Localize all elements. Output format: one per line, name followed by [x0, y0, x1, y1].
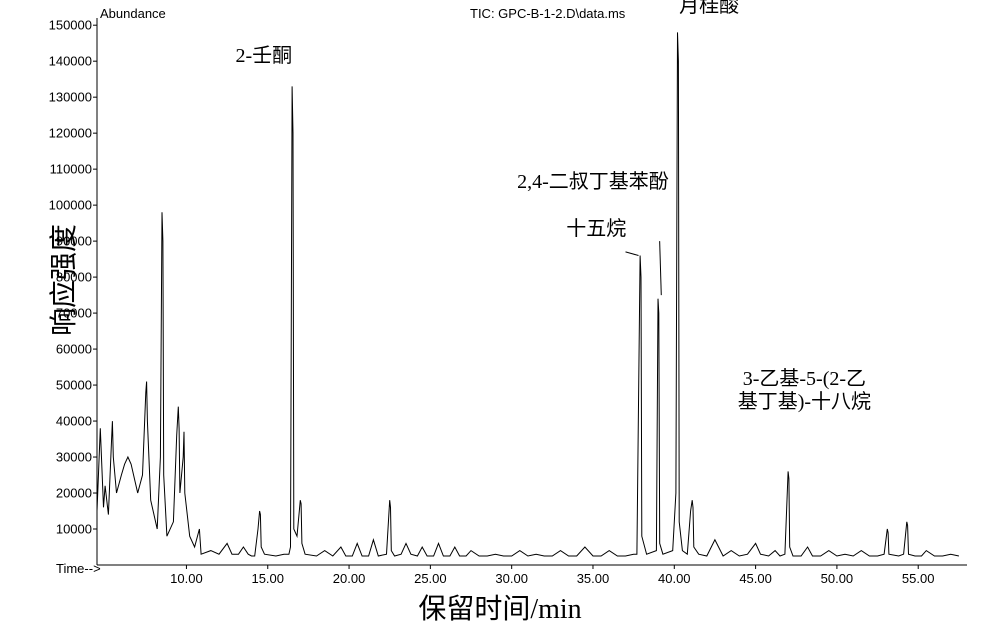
y-tick-label: 110000 [50, 162, 92, 177]
y-tick-label: 140000 [49, 54, 92, 69]
x-tick-label: 20.00 [333, 571, 366, 586]
y-tick-label: 50000 [56, 378, 92, 393]
x-tick-label: 50.00 [821, 571, 854, 586]
x-tick-label: 40.00 [658, 571, 691, 586]
y-tick-label: 40000 [56, 414, 92, 429]
x-tick-label: 45.00 [739, 571, 772, 586]
x-tick-label: 30.00 [495, 571, 528, 586]
peak-label: 2,4-二叔丁基苯酚 [517, 171, 669, 194]
y-tick-label: 130000 [49, 90, 92, 105]
y-tick-label: 100000 [49, 198, 92, 213]
y-tick-label: 60000 [56, 342, 92, 357]
peak-label: 2-壬酮 [235, 45, 292, 68]
y-tick-label: 10000 [56, 522, 92, 537]
y-tick-label: 70000 [56, 306, 92, 321]
chromatogram-svg [0, 0, 1000, 629]
y-tick-label: 80000 [56, 270, 92, 285]
y-tick-label: 20000 [56, 486, 92, 501]
y-tick-label: 90000 [56, 234, 92, 249]
y-tick-label: 120000 [49, 126, 92, 141]
chromatogram-trace [97, 32, 959, 556]
x-tick-label: 35.00 [577, 571, 610, 586]
y-tick-label: 150000 [49, 18, 92, 33]
x-tick-label: 25.00 [414, 571, 447, 586]
y-tick-label: 30000 [56, 450, 92, 465]
x-tick-label: 10.00 [170, 571, 203, 586]
chart-container: 响应强度 保留时间/min Abundance TIC: GPC-B-1-2.D… [0, 0, 1000, 629]
x-tick-label: 15.00 [251, 571, 284, 586]
peak-label: 3-乙基-5-(2-乙基丁基)-十八烷 [738, 368, 871, 414]
x-tick-label: 55.00 [902, 571, 935, 586]
peak-label: 月桂酸 [679, 0, 739, 18]
peak-label: 十五烷 [566, 218, 626, 241]
